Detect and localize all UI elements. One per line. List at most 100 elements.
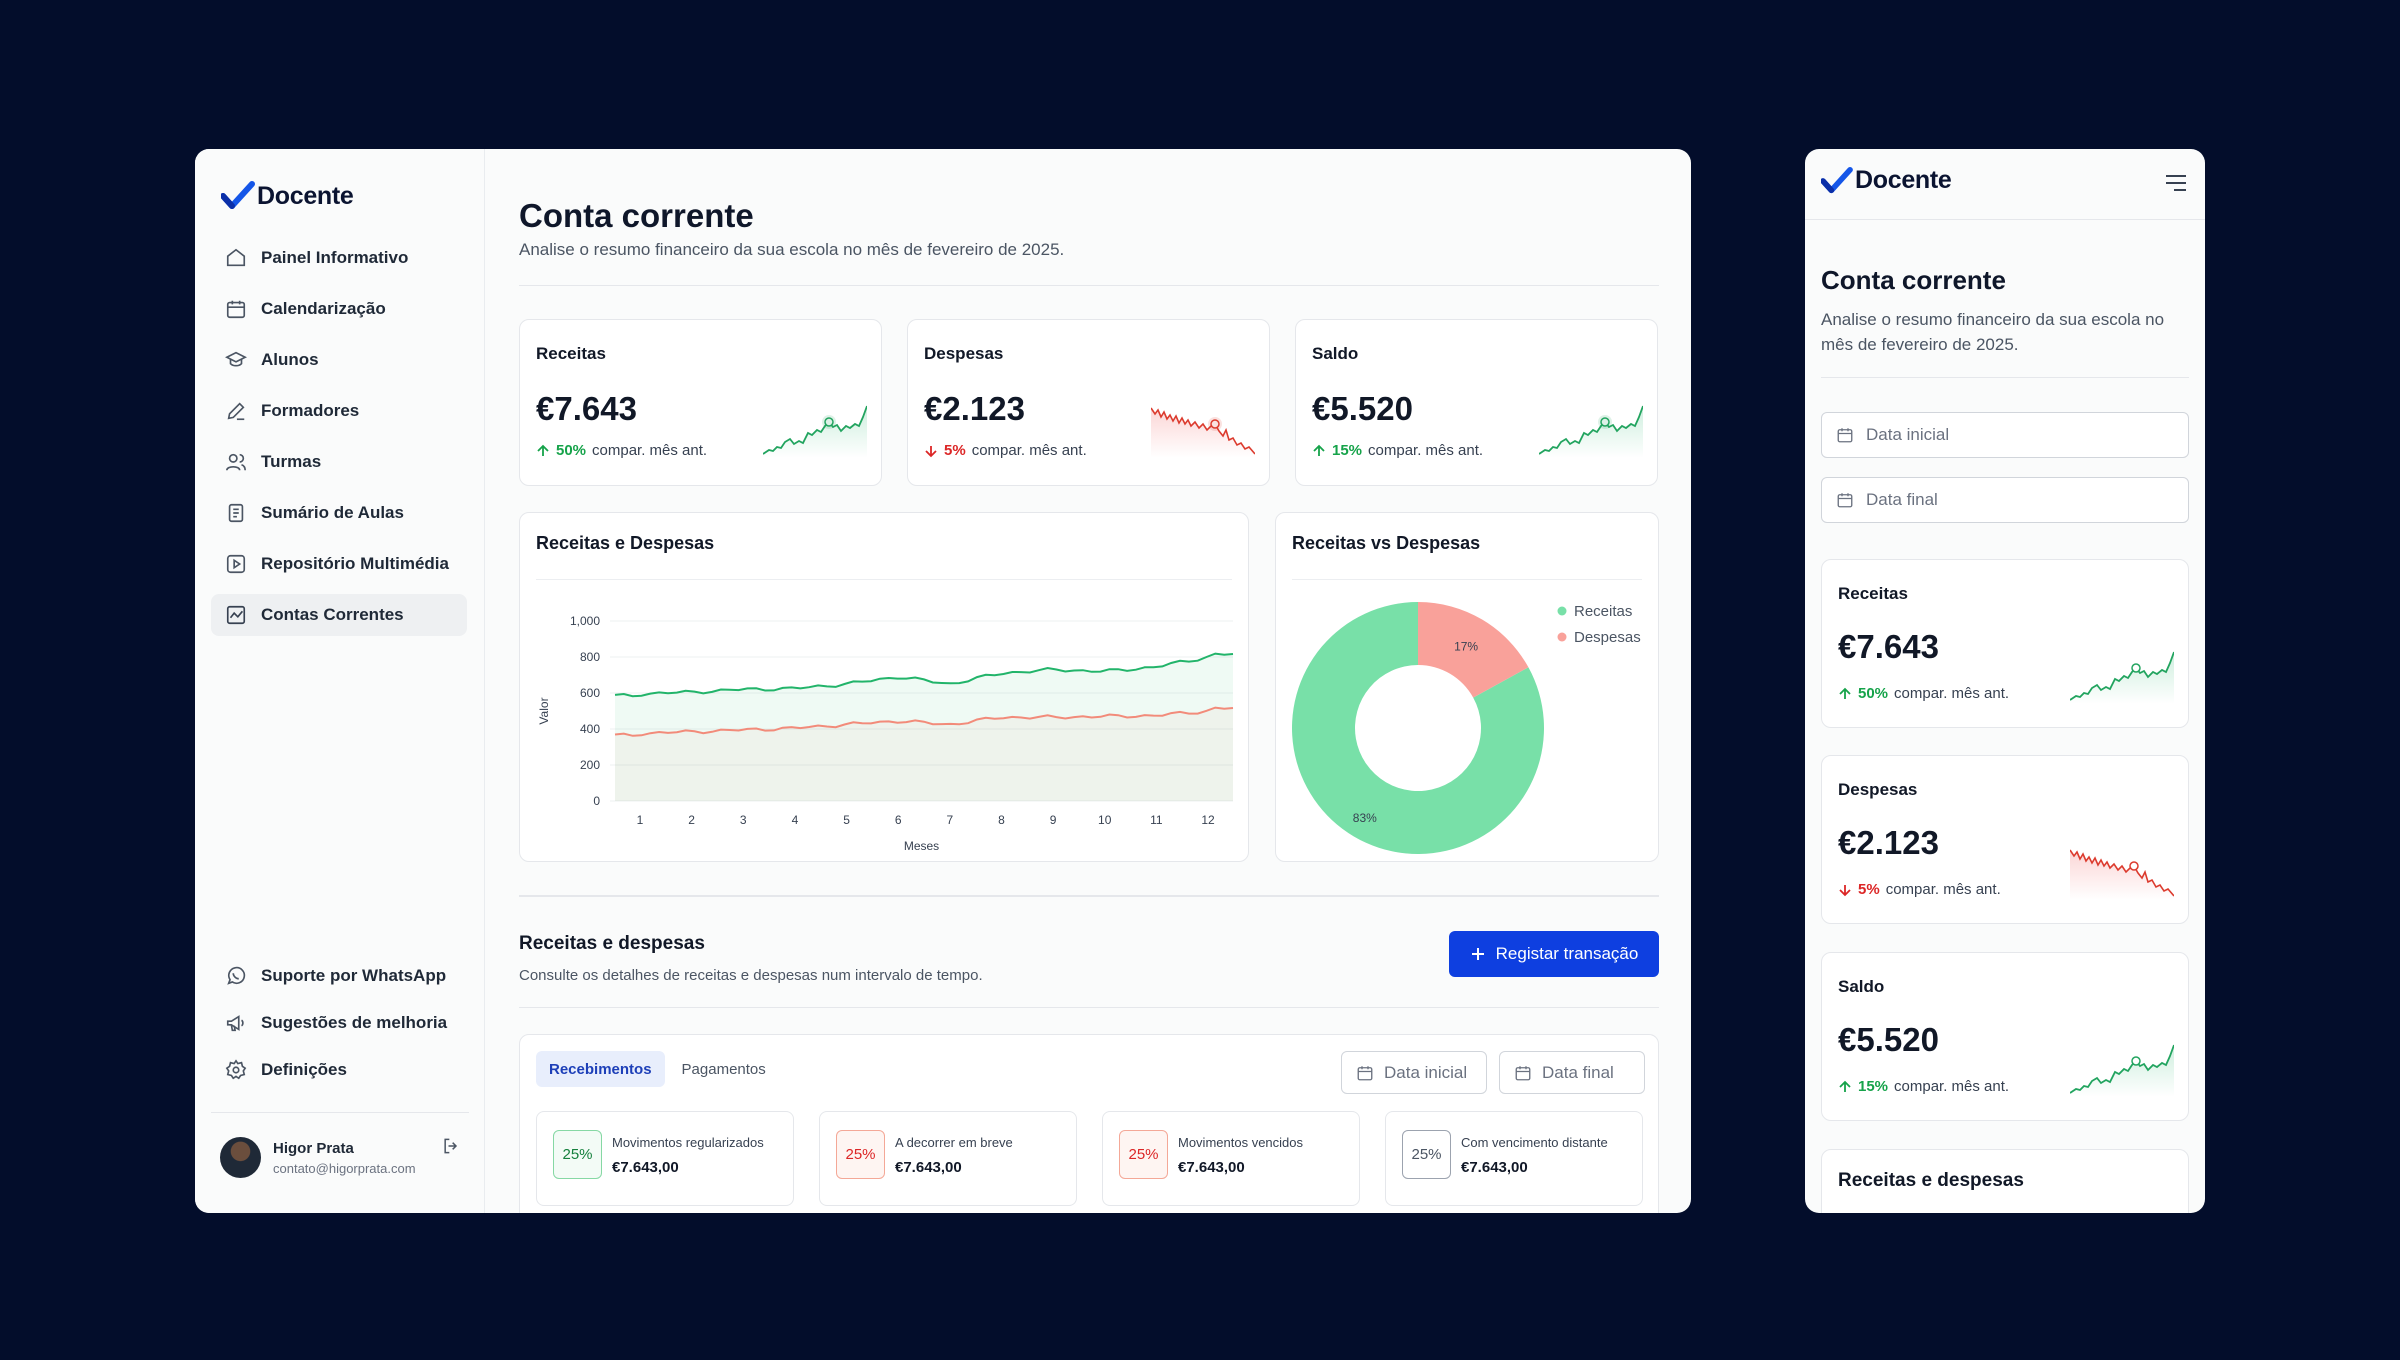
kpi-label: Receitas — [1838, 584, 1908, 603]
transactions-tabs: Recebimentos Pagamentos — [536, 1051, 779, 1087]
date-start-placeholder: Data inicial — [1384, 1062, 1468, 1082]
legend-label: Receitas — [1574, 603, 1632, 620]
kpi-value: €5.520 — [1838, 1021, 1939, 1058]
line-chart-card: Receitas e Despesas 0 200 400 600 800 1,000 1 2… — [519, 512, 1249, 862]
sidebar-item-label: Formadores — [261, 401, 360, 420]
kpi-compare: compar. mês ant. — [971, 442, 1087, 459]
transactions-panel: Recebimentos Pagamentos Data inicial Dat… — [519, 1034, 1659, 1213]
x-tick-label: 11 — [1150, 813, 1163, 827]
stat-card[interactable]: 25% Com vencimento distante €7.643,00 — [1385, 1111, 1643, 1206]
donut-chart: 83% 17% Receitas Despesas — [1292, 602, 1641, 854]
chart-title: Receitas e Despesas — [536, 533, 715, 553]
kpi-label: Saldo — [1312, 344, 1359, 363]
date-start-input[interactable]: Data inicial — [1341, 1051, 1487, 1094]
logo-text: Docente — [1855, 166, 1952, 194]
series-line — [614, 652, 1234, 698]
sparkline-despesas — [1151, 407, 1255, 458]
page-subtitle: Analise o resumo financeiro da sua escol… — [519, 240, 1065, 259]
percent-badge: 25% — [836, 1130, 885, 1179]
x-axis-label: Meses — [904, 839, 939, 853]
sidebar-item-label: Suporte por WhatsApp — [261, 966, 447, 985]
user-profile: Higor Prata contato@higorprata.com — [211, 1112, 469, 1178]
arrow-up-icon — [1839, 1080, 1851, 1092]
sidebar-item-label: Sumário de Aulas — [261, 503, 404, 522]
kpi-value: €7.643 — [536, 390, 637, 427]
stat-value: €7.643,00 — [612, 1159, 679, 1176]
arrow-down-icon — [925, 445, 937, 457]
x-tick-label: 6 — [895, 813, 902, 827]
kpi-value: €2.123 — [1838, 824, 1939, 861]
kpi-change: 5% compar. mês ant. — [924, 442, 1087, 459]
sidebar-item-sugestoes-melhoria[interactable]: Sugestões de melhoria — [211, 1002, 467, 1044]
page-title: Conta corrente — [1821, 265, 2006, 295]
sidebar-item-repositorio-multimedia[interactable]: Repositório Multimédia — [211, 543, 467, 585]
page-subtitle: Analise o resumo financeiro da sua escol… — [1821, 310, 2165, 354]
stat-label: Movimentos vencidos — [1178, 1135, 1303, 1150]
percent-badge: 25% — [553, 1130, 602, 1179]
gear-icon — [225, 1059, 247, 1081]
kpi-value: €7.643 — [1838, 628, 1939, 665]
date-end-input[interactable]: Data final — [1821, 477, 2189, 523]
arrow-up-icon — [537, 444, 549, 456]
sidebar-item-suporte-whatsapp[interactable]: Suporte por WhatsApp — [211, 955, 467, 997]
stat-card[interactable]: 25% Movimentos regularizados €7.643,00 — [536, 1111, 794, 1206]
mobile-transactions-section: Receitas e despesas — [1821, 1149, 2189, 1213]
user-email: contato@higorprata.com — [273, 1160, 416, 1176]
register-transaction-label: Registar transação — [1495, 944, 1639, 963]
avatar[interactable] — [220, 1137, 261, 1178]
kpi-card-despesas: Despesas €2.123 5% compar. mês ant. — [907, 319, 1270, 486]
stat-value: €7.643,00 — [1178, 1159, 1245, 1176]
tab-recebimentos[interactable]: Recebimentos — [536, 1051, 665, 1087]
logo[interactable]: Docente — [1821, 166, 1952, 195]
logo[interactable]: Docente — [221, 181, 354, 211]
y-tick-label: 400 — [580, 722, 600, 736]
kpi-label: Saldo — [1838, 977, 1885, 996]
section-title: Receitas e despesas — [1838, 1170, 2024, 1191]
x-tick-label: 5 — [843, 813, 850, 827]
play-icon — [225, 553, 247, 575]
kpi-label: Despesas — [1838, 780, 1918, 799]
stat-card[interactable]: 25% A decorrer em breve €7.643,00 — [819, 1111, 1077, 1206]
user-name: Higor Prata — [273, 1139, 354, 1157]
kpi-compare: compar. mês ant. — [1885, 881, 2001, 898]
x-tick-label: 4 — [792, 813, 799, 827]
arrow-down-icon — [1839, 884, 1851, 896]
sidebar-item-sumario-de-aulas[interactable]: Sumário de Aulas — [211, 492, 467, 534]
kpi-percent: 5% — [944, 442, 966, 459]
whatsapp-icon — [225, 965, 247, 987]
tab-pagamentos[interactable]: Pagamentos — [681, 1060, 766, 1078]
kpi-change: 15% compar. mês ant. — [1312, 442, 1483, 459]
sidebar-item-painel-informativo[interactable]: Painel Informativo — [211, 237, 467, 279]
register-transaction-button[interactable]: Registar transação — [1449, 931, 1659, 977]
logout-icon[interactable] — [441, 1136, 461, 1161]
divider — [519, 285, 1659, 286]
sidebar-item-alunos[interactable]: Alunos — [211, 339, 467, 381]
calendar-icon — [1837, 428, 1853, 443]
divider — [519, 1007, 1659, 1008]
sidebar-item-formadores[interactable]: Formadores — [211, 390, 467, 432]
date-end-placeholder: Data final — [1866, 490, 1938, 509]
series-line — [614, 706, 1234, 737]
stat-card[interactable]: 25% Movimentos vencidos €7.643,00 — [1102, 1111, 1360, 1206]
hamburger-menu-icon[interactable] — [2165, 174, 2187, 197]
stat-label: Com vencimento distante — [1461, 1135, 1608, 1150]
sidebar-item-label: Painel Informativo — [261, 248, 409, 267]
legend-swatch — [1557, 606, 1567, 616]
sidebar-item-contas-correntes[interactable]: Contas Correntes — [211, 594, 467, 636]
pen-icon — [225, 400, 247, 422]
sidebar-item-calendarizacao[interactable]: Calendarização — [211, 288, 467, 330]
kpi-value: €5.520 — [1312, 390, 1413, 427]
page-title: Conta corrente — [519, 197, 754, 234]
kpi-card-despesas: Despesas €2.123 5% compar. mês ant. — [1821, 755, 2189, 924]
sidebar-nav: Painel Informativo Calendarização Alunos… — [211, 237, 467, 645]
date-start-input[interactable]: Data inicial — [1821, 412, 2189, 458]
slice-label: 17% — [1454, 640, 1478, 654]
slice-label: 83% — [1353, 811, 1377, 825]
date-end-placeholder: Data final — [1542, 1062, 1614, 1082]
calendar-icon — [1837, 493, 1853, 508]
date-end-input[interactable]: Data final — [1499, 1051, 1645, 1094]
sidebar-item-definicoes[interactable]: Definições — [211, 1049, 467, 1091]
percent-badge: 25% — [1119, 1130, 1168, 1179]
sidebar-item-turmas[interactable]: Turmas — [211, 441, 467, 483]
